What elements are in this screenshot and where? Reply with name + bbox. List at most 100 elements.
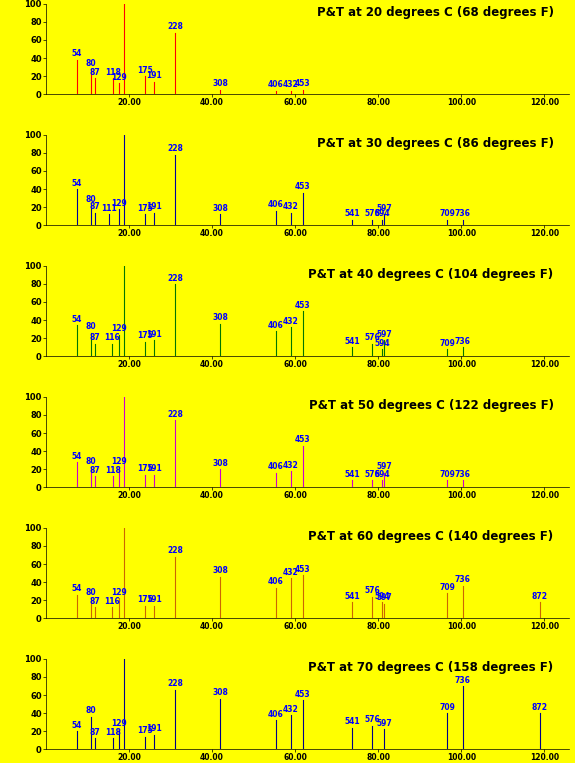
Text: 597: 597 xyxy=(376,462,392,472)
Text: 191: 191 xyxy=(146,330,162,339)
Text: 191: 191 xyxy=(146,595,162,604)
Text: 453: 453 xyxy=(295,182,311,192)
Text: 541: 541 xyxy=(344,336,360,346)
Text: 453: 453 xyxy=(295,436,311,444)
Text: 597: 597 xyxy=(376,594,392,603)
Text: 594: 594 xyxy=(374,591,390,600)
Text: 541: 541 xyxy=(344,717,360,726)
Text: 80: 80 xyxy=(86,707,97,716)
Text: 541: 541 xyxy=(344,591,360,600)
Text: 406: 406 xyxy=(268,80,284,89)
Text: 175: 175 xyxy=(137,66,153,75)
Text: 709: 709 xyxy=(439,209,455,218)
Text: 308: 308 xyxy=(213,688,228,697)
Text: 308: 308 xyxy=(213,566,228,575)
Text: 453: 453 xyxy=(295,79,311,89)
Text: 54: 54 xyxy=(71,179,82,188)
Text: 80: 80 xyxy=(86,457,97,466)
Text: 54: 54 xyxy=(71,584,82,594)
Text: 111: 111 xyxy=(101,204,117,213)
Text: 191: 191 xyxy=(146,71,162,80)
Text: 736: 736 xyxy=(455,575,471,584)
Text: 54: 54 xyxy=(71,721,82,730)
Text: 541: 541 xyxy=(344,470,360,478)
Text: 453: 453 xyxy=(295,301,311,310)
Text: 116: 116 xyxy=(104,597,120,606)
Text: 129: 129 xyxy=(111,198,127,208)
Text: 175: 175 xyxy=(137,595,153,604)
Text: 453: 453 xyxy=(295,565,311,574)
Text: 191: 191 xyxy=(146,202,162,211)
Text: 118: 118 xyxy=(105,466,121,475)
Text: 432: 432 xyxy=(283,80,298,89)
Text: 175: 175 xyxy=(137,464,153,473)
Text: 576: 576 xyxy=(365,333,380,342)
Text: 432: 432 xyxy=(283,202,298,211)
Text: 576: 576 xyxy=(365,209,380,218)
Text: 709: 709 xyxy=(439,583,455,591)
Text: 432: 432 xyxy=(283,317,298,326)
Text: 138: 138 xyxy=(116,124,132,134)
Text: 191: 191 xyxy=(146,724,162,733)
Text: 406: 406 xyxy=(268,462,284,472)
Text: 129: 129 xyxy=(111,457,127,466)
Text: 87: 87 xyxy=(90,333,101,342)
Text: 80: 80 xyxy=(86,322,97,331)
Text: 406: 406 xyxy=(268,577,284,586)
Text: 576: 576 xyxy=(365,716,380,724)
Text: 129: 129 xyxy=(111,73,127,82)
Text: 736: 736 xyxy=(455,470,471,478)
Text: 308: 308 xyxy=(213,314,228,322)
Text: 576: 576 xyxy=(365,586,380,595)
Text: 175: 175 xyxy=(137,331,153,340)
Text: 228: 228 xyxy=(167,546,183,555)
Text: 736: 736 xyxy=(455,336,471,346)
Text: P&T at 40 degrees C (104 degrees F): P&T at 40 degrees C (104 degrees F) xyxy=(308,268,554,281)
Text: P&T at 70 degrees C (158 degrees F): P&T at 70 degrees C (158 degrees F) xyxy=(308,661,554,674)
Text: 138: 138 xyxy=(116,517,132,526)
Text: 87: 87 xyxy=(90,597,101,606)
Text: 129: 129 xyxy=(111,588,127,597)
Text: 228: 228 xyxy=(167,679,183,688)
Text: P&T at 30 degrees C (86 degrees F): P&T at 30 degrees C (86 degrees F) xyxy=(317,137,554,150)
Text: 594: 594 xyxy=(374,470,390,478)
Text: 191: 191 xyxy=(146,464,162,473)
Text: 129: 129 xyxy=(111,719,127,728)
Text: 594: 594 xyxy=(374,339,390,348)
Text: 80: 80 xyxy=(86,195,97,204)
Text: 54: 54 xyxy=(71,452,82,461)
Text: 709: 709 xyxy=(439,470,455,478)
Text: 138: 138 xyxy=(116,256,132,265)
Text: 406: 406 xyxy=(268,320,284,330)
Text: 54: 54 xyxy=(71,315,82,324)
Text: 432: 432 xyxy=(283,461,298,469)
Text: 138: 138 xyxy=(116,649,132,658)
Text: 872: 872 xyxy=(532,703,548,712)
Text: 872: 872 xyxy=(532,591,548,600)
Text: 116: 116 xyxy=(104,333,120,342)
Text: 87: 87 xyxy=(90,202,101,211)
Text: 87: 87 xyxy=(90,68,101,76)
Text: 597: 597 xyxy=(376,330,392,339)
Text: P&T at 20 degrees C (68 degrees F): P&T at 20 degrees C (68 degrees F) xyxy=(317,5,554,18)
Text: 80: 80 xyxy=(86,588,97,597)
Text: 129: 129 xyxy=(111,324,127,333)
Text: 228: 228 xyxy=(167,274,183,282)
Text: 138: 138 xyxy=(116,387,132,395)
Text: 308: 308 xyxy=(213,79,228,89)
Text: 87: 87 xyxy=(90,466,101,475)
Text: 54: 54 xyxy=(71,50,82,59)
Text: 308: 308 xyxy=(213,204,228,213)
Text: 118: 118 xyxy=(105,68,121,76)
Text: 453: 453 xyxy=(295,690,311,699)
Text: 597: 597 xyxy=(376,719,392,728)
Text: 80: 80 xyxy=(86,59,97,67)
Text: 118: 118 xyxy=(105,728,121,737)
Text: 736: 736 xyxy=(455,209,471,218)
Text: 228: 228 xyxy=(167,22,183,31)
Text: 228: 228 xyxy=(167,410,183,419)
Text: 541: 541 xyxy=(344,209,360,218)
Text: P&T at 50 degrees C (122 degrees F): P&T at 50 degrees C (122 degrees F) xyxy=(309,399,554,412)
Text: 308: 308 xyxy=(213,459,228,468)
Text: 709: 709 xyxy=(439,703,455,712)
